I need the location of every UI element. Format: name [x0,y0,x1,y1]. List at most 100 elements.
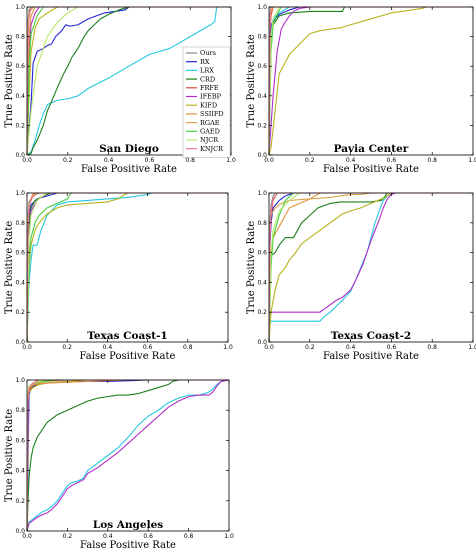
y-tick-label: 1.0 [257,190,267,197]
y-tick-label: 0.6 [15,250,25,257]
roc-curve-rgae [26,192,228,343]
roc-curve-rx [26,192,228,343]
x-tick-label: 0.2 [62,344,72,351]
y-tick-label: 0.0 [15,528,25,535]
y-tick-label: 1.0 [15,4,25,11]
legend-label: KIFD [200,101,217,109]
panel-title: San Diego [99,143,159,155]
x-tick-label: 0.6 [143,533,153,540]
x-tick-label: 0.8 [427,344,437,351]
x-tick-label: 1.0 [223,344,233,351]
x-tick-label: 0.8 [184,533,194,540]
roc-curve-knjcr [268,6,473,156]
roc-curve-kifd [26,379,229,532]
x-tick-label: 0.6 [387,157,397,164]
y-tick-label: 0.4 [15,93,25,100]
roc-curve-rx [26,6,231,156]
legend-label: GAED [200,128,220,136]
roc-curve-ours [26,192,228,343]
roc-curve-njcr [26,379,229,532]
roc-curve-crd [268,6,473,156]
roc-curve-knjcr [268,192,473,343]
roc-curve-ssiifd [268,6,473,156]
roc-curve-ifebp [268,192,473,343]
y-tick-label: 0.0 [15,152,25,159]
y-tick-label: 0.6 [15,437,25,444]
y-tick-label: 0.6 [257,250,267,257]
plot-frame [268,6,474,156]
x-tick-label: 0.0 [22,157,32,164]
y-tick-label: 0.6 [15,63,25,70]
roc-curve-ifebp [26,192,228,343]
roc-curve-crd [26,6,231,156]
roc-curve-gaed [268,6,473,156]
x-tick-label: 0.0 [22,344,32,351]
y-tick-label: 1.0 [15,377,25,384]
roc-curve-crd [268,192,473,343]
x-tick-label: 0.6 [145,157,155,164]
legend-label: Ours [200,49,216,57]
y-tick-label: 0.0 [257,339,267,346]
plot-frame [26,379,230,532]
x-axis-label: False Positive Rate [323,164,419,175]
roc-panel-3: 0.0 0.2 0.4 0.6 0.8 1.0 0.0 0.2 0.4 0.6 0.8 1.0 Fals… [246,190,476,362]
legend-label: LRX [200,67,214,75]
roc-curve-rx [268,6,473,156]
roc-curve-gaed [268,192,473,343]
x-axis-label: False Positive Rate [323,351,419,362]
roc-curve-ssiifd [26,192,228,343]
x-tick-label: 0.2 [63,533,73,540]
roc-curve-lrx [26,6,231,156]
roc-curve-rx [268,192,473,343]
legend-label: FRFE [200,84,219,92]
roc-panel-0: 0.0 0.2 0.4 0.6 0.8 1.0 0.0 0.2 0.4 0.6 0.8 1.0 Fals… [4,4,236,175]
plot-frame [26,192,229,343]
roc-curve-ssiifd [268,192,473,343]
x-tick-label: 0.0 [264,157,274,164]
roc-curve-lrx [268,192,473,343]
x-tick-label: 0.0 [22,533,32,540]
x-tick-label: 0.4 [103,344,113,351]
roc-curve-crd [26,379,229,532]
y-tick-label: 1.0 [15,190,25,197]
x-axis-label: False Positive Rate [81,164,177,175]
y-axis-label: True Positive Rate [246,221,257,314]
legend-label: RX [200,58,210,66]
y-tick-label: 0.2 [257,122,267,129]
y-axis-label: True Positive Rate [4,221,15,314]
y-tick-label: 0.2 [15,122,25,129]
roc-curve-kifd [26,6,231,156]
roc-curve-ours [268,6,473,156]
x-tick-label: 0.4 [103,533,113,540]
x-tick-label: 0.2 [305,157,315,164]
x-tick-label: 0.6 [143,344,153,351]
x-axis-label: False Positive Rate [80,540,176,550]
roc-curve-gaed [26,192,228,343]
x-tick-label: 0.8 [183,344,193,351]
y-tick-label: 0.8 [15,407,25,414]
x-tick-label: 1.0 [226,157,236,164]
roc-curve-ours [26,379,229,532]
y-tick-label: 0.8 [257,34,267,41]
roc-curve-njcr [268,192,473,343]
y-tick-label: 0.4 [15,279,25,286]
plot-frame [26,6,232,156]
legend-label: CRD [200,75,215,83]
legend-label: SSIIFD [200,110,224,118]
roc-curve-rgae [268,192,473,343]
roc-curve-knjcr [26,379,229,532]
y-tick-label: 1.0 [257,4,267,11]
y-tick-label: 0.2 [257,309,267,316]
x-tick-label: 0.2 [305,344,315,351]
y-tick-label: 0.2 [15,309,25,316]
roc-curve-rx [26,379,229,532]
roc-curve-frfe [26,379,229,532]
x-tick-label: 0.8 [185,157,195,164]
y-tick-label: 0.4 [257,279,267,286]
roc-curve-njcr [268,6,473,156]
roc-curve-crd [26,192,228,343]
y-tick-label: 0.0 [257,152,267,159]
legend: OursRXLRXCRDFRFEIFEBPKIFDSSIIFDRGAEGAEDN… [182,46,231,158]
roc-curve-ifebp [268,6,473,156]
